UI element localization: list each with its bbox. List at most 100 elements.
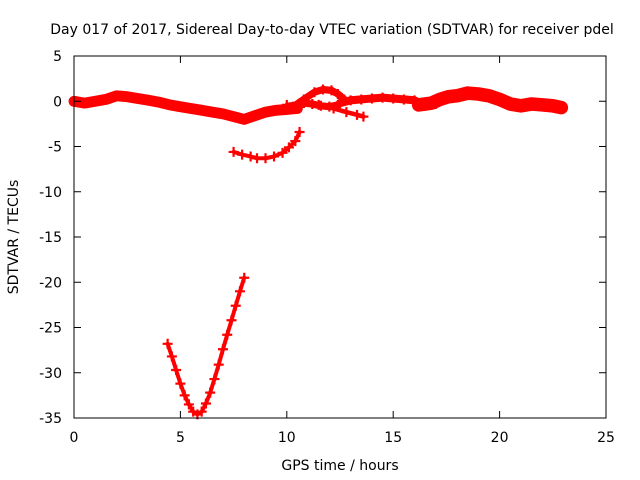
data-point [79,98,90,109]
x-axis-label: GPS time / hours [281,458,398,474]
chart-title: Day 017 of 2017, Sidereal Day-to-day VTE… [50,22,614,38]
data-point [260,153,271,164]
data-point [143,95,154,106]
data-point [205,387,216,398]
data-point [207,107,218,118]
x-tick-label: 0 [70,430,79,446]
y-tick-label: 5 [53,49,62,65]
data-point [217,108,228,119]
data-point [462,88,473,99]
y-tick-label: -25 [39,321,62,337]
axes-layer: 0 5 10 15 20 25 5 0 -5 -10 -15 -20 -25 -30 -35 [39,49,615,446]
y-tick-label: -5 [48,140,62,156]
x-tick-label: 15 [384,430,402,446]
x-tick-label: 20 [491,430,509,446]
y-axis-label: SDTVAR / TECUs [6,180,22,295]
data-point [356,94,367,105]
series-band [68,90,303,125]
x-tick-label: 5 [176,430,185,446]
x-tick-label: 10 [278,430,296,446]
data-point [217,344,228,355]
data-point [352,109,363,120]
data-point [164,99,175,110]
data-point [226,315,237,326]
y-tick-label: -20 [39,275,62,291]
data-point [452,90,463,101]
data-point [249,110,260,121]
y-tick-label: -15 [39,230,62,246]
series-arc-upper [228,127,305,164]
data-point [377,92,388,103]
series-arc-lower [162,272,250,420]
data-point [237,149,248,160]
data-point [547,100,558,111]
data-point [222,329,233,340]
data-point [483,90,494,101]
data-point [90,96,101,107]
x-tick-label: 25 [597,430,615,446]
data-point [162,338,173,349]
data-point [100,94,111,105]
series-track-right [411,86,569,115]
data-point [388,93,399,104]
data-point [443,91,454,102]
data-point [494,94,505,105]
data-point [260,107,271,118]
data-layer [68,84,569,420]
data-point [245,151,256,162]
data-point [228,146,239,157]
data-point [277,147,288,158]
data-point [239,114,250,125]
data-point [358,111,369,122]
data-point [326,85,337,96]
data-point [294,127,305,138]
data-point [317,84,328,95]
data-point [556,102,567,113]
data-point [111,90,122,101]
data-point [166,351,177,362]
data-point [526,98,537,109]
data-point [132,93,143,104]
series-track-main [68,90,303,125]
data-point [234,286,245,297]
data-point [269,151,280,162]
data-point [186,103,197,114]
data-point [537,99,548,110]
series-band [165,275,247,417]
data-point [426,98,437,109]
data-point [271,105,282,116]
data-point [341,107,352,118]
data-point [183,399,194,410]
data-point [290,136,301,147]
data-point [283,142,294,153]
data-point [200,398,211,409]
data-point [171,365,182,376]
data-point [345,95,356,106]
data-point [435,94,446,105]
data-point [122,91,133,102]
data-point [281,99,292,110]
data-point [154,97,165,108]
y-tick-label: -30 [39,366,62,382]
data-point [505,98,516,109]
data-point [332,89,343,100]
data-point [473,89,484,100]
data-point [335,98,345,109]
data-point [209,374,220,385]
data-point [328,103,339,114]
data-point [175,378,186,389]
data-point [515,100,526,111]
y-tick-label: -10 [39,185,62,201]
data-point [413,99,424,110]
data-point [179,390,190,401]
data-point [398,94,409,105]
y-tick-label: 0 [53,94,62,110]
data-point [239,272,250,283]
data-point [252,153,263,164]
data-point [228,111,239,122]
data-point [175,101,186,112]
data-point [196,406,207,417]
data-point [213,359,224,370]
data-point [196,105,207,116]
